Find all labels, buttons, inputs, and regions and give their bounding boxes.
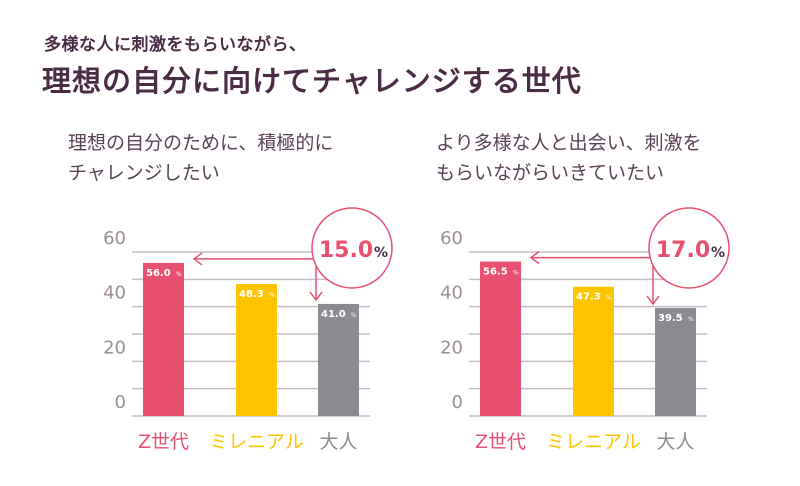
y-tick-label: 20 bbox=[440, 337, 463, 358]
gap-value: 15.0 bbox=[319, 238, 373, 263]
bar-value-label: 48.3 bbox=[239, 289, 264, 300]
category-label: ミレニアル bbox=[546, 431, 641, 453]
y-tick-label: 40 bbox=[103, 283, 126, 304]
question-line: チャレンジしたい bbox=[68, 162, 220, 184]
category-label: 大人 bbox=[656, 431, 694, 453]
bar-value-unit: % bbox=[176, 271, 182, 278]
bar-3 bbox=[655, 308, 696, 416]
bar-2 bbox=[236, 283, 277, 416]
category-label: Z世代 bbox=[475, 431, 526, 453]
question-line: より多様な人と出会い、刺激を bbox=[436, 132, 702, 154]
arrow-head-left bbox=[192, 252, 203, 266]
y-tick-label: 0 bbox=[452, 392, 463, 413]
bar-1 bbox=[143, 262, 184, 416]
bar-value-unit: % bbox=[269, 292, 275, 299]
y-tick-label: 0 bbox=[115, 392, 126, 413]
question-line: 理想の自分のために、積極的に bbox=[68, 132, 334, 154]
bar-value-unit: % bbox=[351, 312, 357, 319]
category-label: Z世代 bbox=[138, 431, 189, 453]
bar-value-label: 56.5 bbox=[483, 267, 508, 278]
bar-value-label: 39.5 bbox=[658, 313, 683, 324]
arrow-head-down bbox=[646, 295, 660, 306]
chart-1-question: 理想の自分のために、積極的に チャレンジしたい bbox=[68, 128, 333, 188]
category-label: 大人 bbox=[319, 431, 357, 453]
chart-2-question: より多様な人と出会い、刺激を もらいながらいきていたい bbox=[436, 128, 702, 188]
bar-value-label: 41.0 bbox=[321, 309, 346, 320]
bar-value-unit: % bbox=[513, 270, 519, 277]
gap-value: 17.0 bbox=[656, 238, 710, 263]
category-label: ミレニアル bbox=[209, 431, 304, 453]
bar-1 bbox=[480, 261, 521, 416]
y-tick-label: 60 bbox=[440, 228, 463, 249]
gap-unit: % bbox=[374, 245, 388, 261]
y-tick-label: 20 bbox=[103, 337, 126, 358]
gap-unit: % bbox=[711, 245, 725, 261]
bar-value-unit: % bbox=[688, 316, 694, 323]
y-tick-label: 40 bbox=[440, 283, 463, 304]
bar-value-label: 47.3 bbox=[576, 292, 601, 303]
bar-2 bbox=[573, 286, 614, 416]
subtitle: 多様な人に刺激をもらいながら、 bbox=[44, 35, 307, 55]
gap-circle bbox=[311, 207, 393, 289]
gap-circle bbox=[648, 207, 730, 289]
bar-3 bbox=[318, 303, 359, 416]
page-title: 理想の自分に向けてチャレンジする世代 bbox=[42, 64, 582, 98]
arrow-head-left bbox=[529, 250, 540, 265]
y-tick-label: 60 bbox=[103, 228, 126, 249]
bar-value-label: 56.0 bbox=[146, 268, 171, 279]
bar-value-unit: % bbox=[606, 295, 612, 302]
arrow-head-down bbox=[309, 291, 323, 302]
question-line: もらいながらいきていたい bbox=[436, 162, 665, 184]
